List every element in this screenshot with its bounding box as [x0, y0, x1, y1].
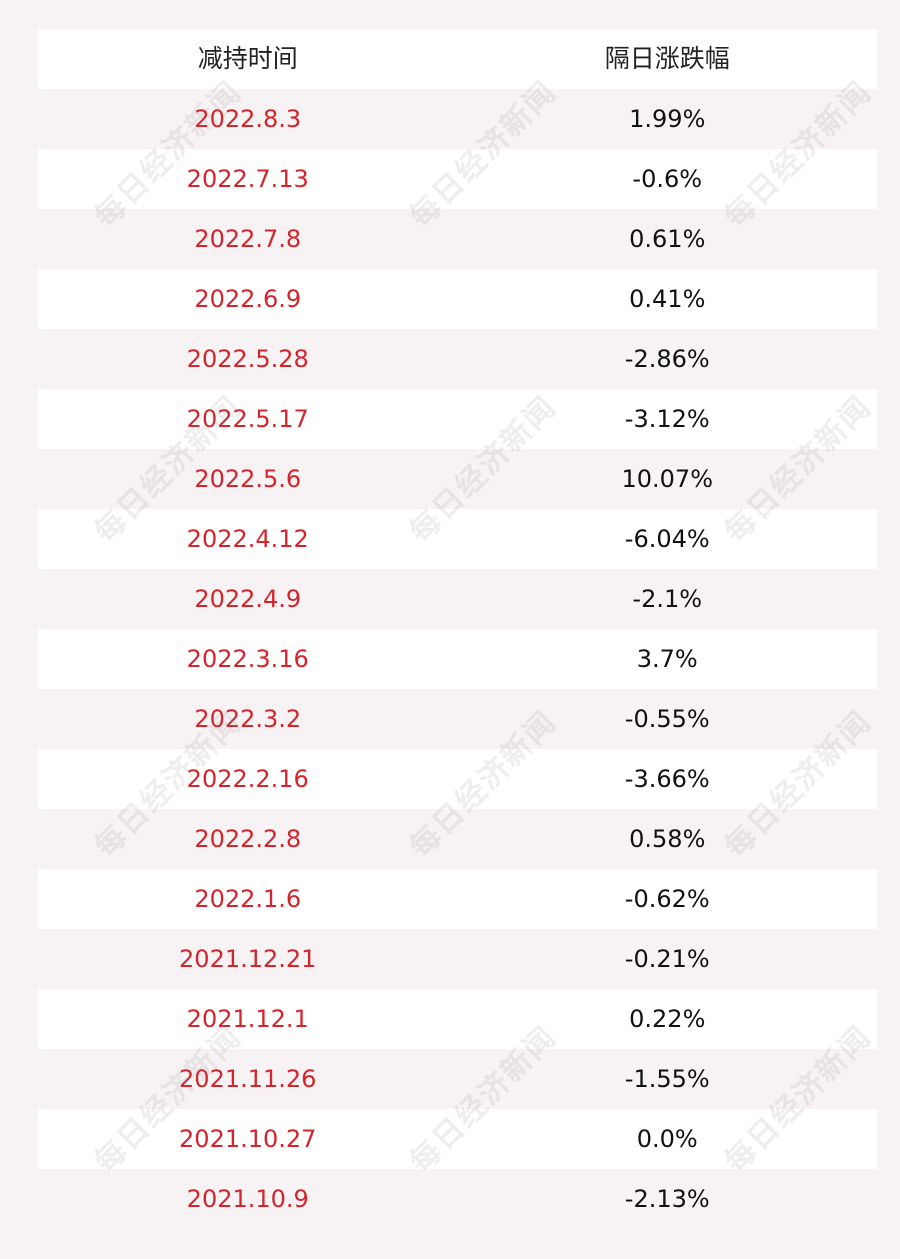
change-cell: -2.86% [624, 345, 710, 373]
date-cell: 2021.11.26 [179, 1065, 317, 1093]
table-row: 2022.7.13 -0.6% [38, 149, 877, 209]
change-cell: 0.58% [629, 825, 706, 853]
table-row: 2022.1.6 -0.62% [38, 869, 877, 929]
change-cell: 1.99% [629, 105, 706, 133]
table-row: 2022.4.9 -2.1% [38, 569, 877, 629]
table-row: 2021.12.21 -0.21% [38, 929, 877, 989]
date-cell: 2022.7.13 [186, 165, 309, 193]
date-cell: 2021.12.21 [179, 945, 317, 973]
date-cell: 2022.1.6 [194, 885, 302, 913]
table-header-row: 减持时间 隔日涨跌幅 [38, 29, 877, 89]
data-table: 减持时间 隔日涨跌幅 2022.8.3 1.99% 2022.7.13 -0.6% 20… [38, 29, 877, 1229]
table-row: 2022.5.6 10.07% [38, 449, 877, 509]
table-row: 2021.12.1 0.22% [38, 989, 877, 1049]
change-cell: -3.12% [624, 405, 710, 433]
date-cell: 2022.8.3 [194, 105, 302, 133]
header-change: 隔日涨跌幅 [604, 44, 730, 73]
change-cell: -2.13% [624, 1185, 710, 1213]
table-row: 2022.5.17 -3.12% [38, 389, 877, 449]
header-date: 减持时间 [197, 44, 298, 73]
table-row: 2022.4.12 -6.04% [38, 509, 877, 569]
change-cell: 10.07% [621, 465, 713, 493]
table-body: 2022.8.3 1.99% 2022.7.13 -0.6% 2022.7.8 0.61%… [38, 89, 877, 1229]
table-row: 2021.10.9 -2.13% [38, 1169, 877, 1229]
table-row: 2022.8.3 1.99% [38, 89, 877, 149]
table-row: 2022.6.9 0.41% [38, 269, 877, 329]
date-cell: 2022.5.17 [186, 405, 309, 433]
change-cell: 3.7% [636, 645, 698, 673]
date-cell: 2022.2.16 [186, 765, 309, 793]
change-cell: 0.22% [629, 1005, 706, 1033]
date-cell: 2022.4.12 [186, 525, 309, 553]
date-cell: 2022.5.6 [194, 465, 302, 493]
date-cell: 2021.10.27 [179, 1125, 317, 1153]
change-cell: -0.62% [624, 885, 710, 913]
date-cell: 2021.12.1 [186, 1005, 309, 1033]
change-cell: -0.6% [632, 165, 703, 193]
table-row: 2022.3.16 3.7% [38, 629, 877, 689]
table-row: 2022.2.16 -3.66% [38, 749, 877, 809]
date-cell: 2022.5.28 [186, 345, 309, 373]
change-cell: 0.0% [636, 1125, 698, 1153]
change-cell: 0.41% [629, 285, 706, 313]
table-row: 2022.7.8 0.61% [38, 209, 877, 269]
change-cell: -6.04% [624, 525, 710, 553]
date-cell: 2022.2.8 [194, 825, 302, 853]
table-row: 2021.10.27 0.0% [38, 1109, 877, 1169]
table-row: 2022.5.28 -2.86% [38, 329, 877, 389]
table-row: 2022.2.8 0.58% [38, 809, 877, 869]
change-cell: -3.66% [624, 765, 710, 793]
change-cell: -0.21% [624, 945, 710, 973]
table-row: 2022.3.2 -0.55% [38, 689, 877, 749]
change-cell: 0.61% [629, 225, 706, 253]
date-cell: 2022.3.2 [194, 705, 302, 733]
date-cell: 2021.10.9 [186, 1185, 309, 1213]
date-cell: 2022.6.9 [194, 285, 302, 313]
change-cell: -0.55% [624, 705, 710, 733]
change-cell: -2.1% [632, 585, 703, 613]
date-cell: 2022.7.8 [194, 225, 302, 253]
table-row: 2021.11.26 -1.55% [38, 1049, 877, 1109]
date-cell: 2022.3.16 [186, 645, 309, 673]
date-cell: 2022.4.9 [194, 585, 302, 613]
change-cell: -1.55% [624, 1065, 710, 1093]
